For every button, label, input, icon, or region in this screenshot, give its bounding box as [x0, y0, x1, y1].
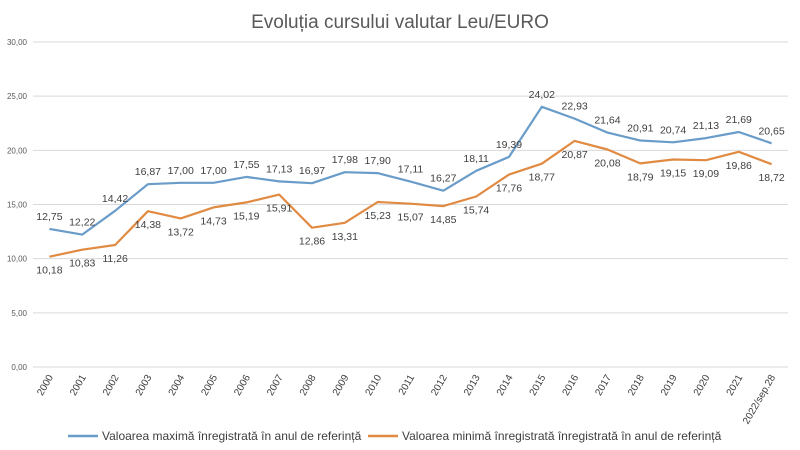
x-tick-label: 2021 [725, 373, 746, 398]
legend-label-min: Valoarea minimă înregistrată înregistrat… [402, 429, 722, 443]
y-tick-label: 25,00 [7, 92, 28, 101]
data-label: 18,72 [758, 172, 784, 184]
data-label: 12,75 [36, 211, 62, 223]
data-label: 18,11 [463, 153, 489, 165]
data-label: 20,87 [561, 149, 587, 161]
data-label: 10,18 [36, 265, 62, 277]
data-label: 14,73 [200, 215, 226, 227]
data-label: 14,42 [102, 193, 128, 205]
x-tick-label: 2020 [692, 373, 713, 398]
data-label: 17,11 [398, 164, 424, 176]
data-label: 17,55 [233, 159, 259, 171]
data-label: 14,85 [430, 214, 456, 226]
y-tick-label: 20,00 [7, 146, 28, 155]
data-label: 17,00 [168, 165, 194, 177]
data-label: 14,38 [135, 219, 161, 231]
x-tick-label: 2018 [626, 373, 647, 398]
x-tick-label: 2002 [101, 373, 122, 398]
data-label: 15,74 [463, 204, 489, 216]
data-label: 11,26 [102, 253, 128, 265]
x-tick-label: 2010 [364, 373, 385, 398]
x-tick-label: 2017 [593, 373, 614, 398]
data-label: 15,23 [365, 210, 391, 222]
x-tick-label: 2019 [659, 373, 680, 398]
chart-title: Evoluția cursului valutar Leu/EURO [251, 12, 549, 33]
series-line-max [49, 105, 772, 236]
data-label: 24,02 [529, 89, 555, 101]
x-tick-label: 2008 [298, 373, 319, 398]
series-lines [49, 105, 772, 258]
x-tick-label: 2006 [232, 373, 253, 398]
data-label: 13,31 [332, 231, 358, 243]
x-tick-label: 2016 [561, 373, 582, 398]
legend-label-max: Valoarea maximă înregistrată în anul de … [102, 429, 362, 443]
data-label: 21,64 [594, 115, 620, 127]
x-tick-label: 2000 [35, 373, 56, 398]
x-tick-label: 2012 [429, 373, 450, 398]
data-label: 10,83 [69, 258, 95, 270]
x-tick-label: 2013 [462, 373, 483, 398]
data-label: 16,27 [430, 173, 456, 185]
data-label: 17,76 [496, 183, 522, 195]
y-tick-label: 0,00 [11, 363, 27, 372]
legend: Valoarea maximă înregistrată în anul de … [68, 429, 722, 443]
data-label: 19,15 [660, 168, 686, 180]
y-tick-label: 30,00 [7, 38, 28, 47]
data-label: 20,74 [660, 124, 686, 136]
data-label: 19,09 [693, 168, 719, 180]
data-label: 15,07 [397, 212, 423, 224]
data-label: 19,39 [496, 139, 522, 151]
data-label: 17,90 [365, 155, 391, 167]
data-label: 15,91 [266, 203, 292, 215]
data-label: 12,86 [299, 236, 325, 248]
y-tick-label: 15,00 [7, 201, 28, 210]
data-label: 17,13 [266, 163, 292, 175]
data-label: 19,86 [726, 160, 752, 172]
x-tick-label: 2003 [134, 373, 155, 398]
gridlines [33, 41, 788, 368]
data-label: 21,69 [726, 114, 752, 126]
x-tick-label: 2014 [495, 373, 516, 398]
x-tick-label: 2022/sep.28 [741, 373, 778, 427]
x-tick-label: 2001 [68, 373, 89, 398]
data-label: 16,97 [299, 165, 325, 177]
x-axis-ticks: 2000 2001 2002 2003 2004 2005 2006 2007 2008 2009… [35, 373, 778, 427]
data-label: 21,13 [693, 120, 719, 132]
data-label: 17,98 [332, 154, 358, 166]
data-label: 20,65 [758, 125, 784, 137]
series-line-min [49, 139, 772, 258]
y-axis-ticks: 0,00 5,00 10,00 15,00 20,00 25,00 30,00 [7, 38, 28, 372]
data-label: 22,93 [561, 101, 587, 113]
data-label: 17,00 [200, 165, 226, 177]
data-labels: 12,75 12,22 14,42 16,87 17,00 17,00 17,55 17,13… [36, 89, 785, 277]
data-label: 20,91 [627, 122, 653, 134]
data-label: 15,19 [233, 210, 259, 222]
data-label: 13,72 [168, 226, 194, 238]
x-tick-label: 2009 [331, 373, 352, 398]
x-tick-label: 2007 [265, 373, 286, 398]
x-tick-label: 2015 [528, 373, 549, 398]
data-label: 12,22 [69, 217, 95, 229]
x-tick-label: 2011 [397, 373, 417, 398]
data-label: 20,08 [594, 157, 620, 169]
x-tick-label: 2005 [199, 373, 220, 398]
data-label: 18,79 [627, 171, 653, 183]
y-tick-label: 5,00 [11, 309, 27, 318]
data-label: 16,87 [135, 166, 161, 178]
y-tick-label: 10,00 [7, 255, 28, 264]
x-tick-label: 2004 [167, 373, 188, 398]
data-label: 18,77 [529, 172, 555, 184]
